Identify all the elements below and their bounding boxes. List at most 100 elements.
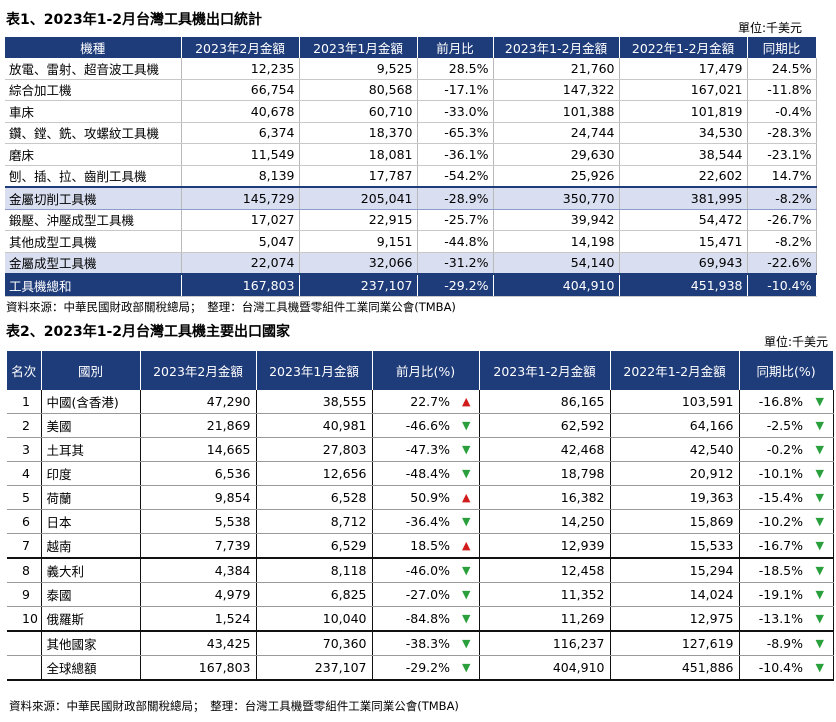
jan-2023-cell: 38,555 [256, 390, 373, 414]
yoy-arrow-icon: ▼ [807, 533, 834, 559]
jan-2023-cell: 10,040 [256, 606, 373, 632]
mom-cell: -36.1% [417, 143, 494, 166]
table-row: 磨床 11,549 18,081 -36.1% 29,630 38,544 -23.1% [5, 143, 817, 166]
jan-2023-cell: 9,525 [299, 58, 418, 80]
yoy-pct-cell: -16.8% [739, 390, 808, 414]
ytd-2022-cell: 167,021 [619, 79, 748, 101]
ytd-2022-cell: 17,479 [619, 58, 748, 80]
jan-2023-cell: 60,710 [299, 100, 418, 123]
table-row: 2 美國 21,869 40,981 -46.6% ▼ 62,592 64,166 -2.5% ▼ [7, 413, 834, 438]
table-row: 綜合加工機 66,754 80,568 -17.1% 147,322 167,021 -11… [5, 79, 817, 101]
jan-2023-cell: 9,151 [299, 230, 418, 253]
table1-unit: 單位:千美元 [738, 21, 803, 35]
feb-2023-cell: 12,235 [181, 58, 300, 80]
ytd-2022-cell: 69,943 [619, 252, 748, 275]
mom-arrow-icon: ▲ [454, 390, 480, 414]
table-row: 鑽、鏜、銑、攻螺紋工具機 6,374 18,370 -65.3% 24,744 34,53… [5, 122, 817, 144]
jan-2023-cell: 6,529 [256, 533, 373, 559]
mom-arrow-icon: ▼ [454, 413, 480, 438]
col-header-ytd-2023: 2023年1-2月金額 [493, 37, 620, 58]
country-cell: 全球總額 [41, 655, 141, 681]
ytd-2022-cell: 42,540 [610, 437, 740, 462]
mom-cell: -17.1% [417, 79, 494, 101]
table-row: 5 荷蘭 9,854 6,528 50.9% ▲ 16,382 19,363 -15.4% ▼ [7, 485, 834, 510]
mom-arrow-icon: ▼ [454, 582, 480, 607]
ytd-2022-cell: 14,024 [610, 582, 740, 607]
ytd-2022-cell: 12,975 [610, 606, 740, 632]
rank-cell: 5 [7, 485, 42, 510]
ytd-2022-cell: 15,533 [610, 533, 740, 559]
jan-2023-cell: 18,081 [299, 143, 418, 166]
ytd-2023-cell: 350,770 [493, 187, 620, 210]
machine-type-cell: 鍛壓、沖壓成型工具機 [5, 209, 182, 231]
ytd-2022-cell: 15,471 [619, 230, 748, 253]
ytd-2023-cell: 39,942 [493, 209, 620, 231]
feb-2023-cell: 47,290 [140, 390, 257, 414]
yoy-arrow-icon: ▼ [807, 461, 834, 486]
mom-arrow-icon: ▼ [454, 606, 480, 632]
feb-2023-cell: 4,384 [140, 558, 257, 583]
ytd-2022-cell: 451,938 [619, 274, 748, 297]
feb-2023-cell: 5,047 [181, 230, 300, 253]
table-row: 10 俄羅斯 1,524 10,040 -84.8% ▼ 11,269 12,975 -13.1… [7, 606, 834, 632]
ytd-2022-cell: 127,619 [610, 631, 740, 656]
mom-arrow-icon: ▼ [454, 437, 480, 462]
rank-cell: 8 [7, 558, 42, 583]
table-row: 放電、雷射、超音波工具機 12,235 9,525 28.5% 21,760 17,479… [5, 58, 817, 80]
feb-2023-cell: 22,074 [181, 252, 300, 275]
col-header-yoy: 同期比 [747, 37, 817, 58]
mom-pct-cell: -29.2% [372, 655, 454, 681]
jan-2023-cell: 6,528 [256, 485, 373, 510]
yoy-pct-cell: -0.2% [739, 437, 808, 462]
table-row: 金屬成型工具機 22,074 32,066 -31.2% 54,140 69,943 -22… [5, 252, 817, 275]
yoy-cell: -28.3% [747, 122, 817, 144]
yoy-cell: -11.8% [747, 79, 817, 101]
mom-arrow-icon: ▼ [454, 655, 480, 681]
col-header-ytd-2023: 2023年1-2月金額 [479, 351, 611, 390]
yoy-cell: -23.1% [747, 143, 817, 166]
jan-2023-cell: 18,370 [299, 122, 418, 144]
ytd-2023-cell: 116,237 [479, 631, 611, 656]
feb-2023-cell: 11,549 [181, 143, 300, 166]
yoy-arrow-icon: ▼ [807, 558, 834, 583]
ytd-2022-cell: 20,912 [610, 461, 740, 486]
jan-2023-cell: 237,107 [299, 274, 418, 297]
mom-pct-cell: -47.3% [372, 437, 454, 462]
table-row: 車床 40,678 60,710 -33.0% 101,388 101,819 -0.4% [5, 100, 817, 123]
feb-2023-cell: 6,536 [140, 461, 257, 486]
feb-2023-cell: 4,979 [140, 582, 257, 607]
mom-arrow-icon: ▲ [454, 485, 480, 510]
table-row: 工具機總和 167,803 237,107 -29.2% 404,910 451,938-… [5, 274, 817, 297]
country-cell: 俄羅斯 [41, 606, 141, 632]
mom-cell: 28.5% [417, 58, 494, 80]
ytd-2022-cell: 103,591 [610, 390, 740, 414]
feb-2023-cell: 167,803 [140, 655, 257, 681]
ytd-2022-cell: 15,294 [610, 558, 740, 583]
ytd-2023-cell: 11,269 [479, 606, 611, 632]
feb-2023-cell: 8,139 [181, 165, 300, 188]
yoy-cell: 24.5% [747, 58, 817, 80]
yoy-arrow-icon: ▼ [807, 655, 834, 681]
col-header-jan-2023: 2023年1月金額 [256, 351, 373, 390]
table-row: 9 泰國 4,979 6,825 -27.0% ▼ 11,352 14,024 -19.1% ▼ [7, 582, 834, 607]
col-header-ytd-2022: 2022年1-2月金額 [610, 351, 740, 390]
machine-type-cell: 工具機總和 [5, 274, 182, 297]
mom-arrow-icon: ▼ [454, 558, 480, 583]
col-header-country: 國別 [41, 351, 141, 390]
yoy-pct-cell: -10.2% [739, 509, 808, 534]
feb-2023-cell: 43,425 [140, 631, 257, 656]
ytd-2023-cell: 86,165 [479, 390, 611, 414]
ytd-2022-cell: 15,869 [610, 509, 740, 534]
rank-cell: 10 [7, 606, 42, 632]
jan-2023-cell: 8,118 [256, 558, 373, 583]
machine-type-cell: 金屬成型工具機 [5, 252, 182, 275]
mom-pct-cell: 50.9% [372, 485, 454, 510]
feb-2023-cell: 17,027 [181, 209, 300, 231]
ytd-2022-cell: 451,886 [610, 655, 740, 681]
machine-tool-export-table: 機種 2023年2月金額 2023年1月金額 前月比 2023年1-2月金額 2… [5, 37, 817, 297]
yoy-arrow-icon: ▼ [807, 606, 834, 632]
jan-2023-cell: 70,360 [256, 631, 373, 656]
table-row: 1 中國(含香港) 47,290 38,555 22.7% ▲ 86,165 103,591-… [7, 390, 834, 414]
country-cell: 土耳其 [41, 437, 141, 462]
ytd-2022-cell: 19,363 [610, 485, 740, 510]
